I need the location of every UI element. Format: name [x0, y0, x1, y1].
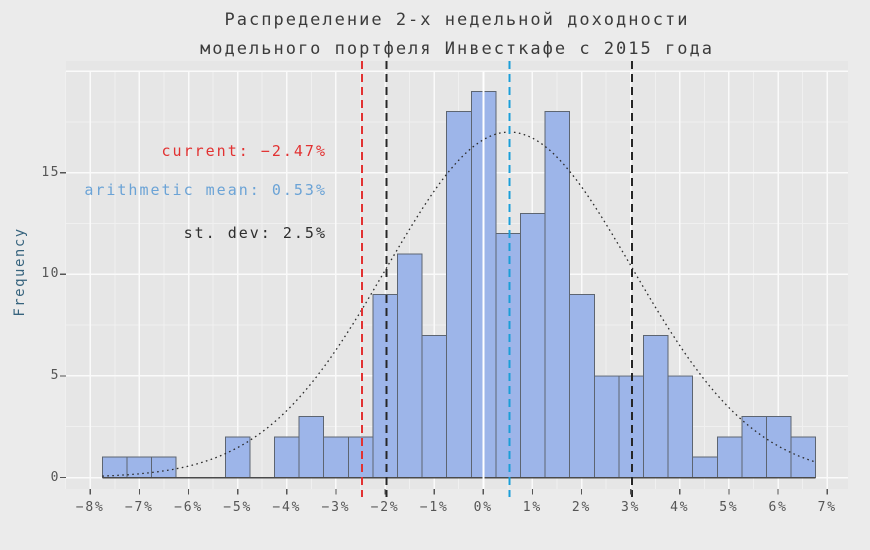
- histogram-bar: [692, 456, 718, 478]
- x-tick-label: −7%: [124, 500, 154, 515]
- histogram-bar: [126, 456, 152, 478]
- y-tick-label: 15: [41, 164, 60, 180]
- histogram-bar: [593, 375, 620, 478]
- histogram-bar: [150, 456, 177, 478]
- histogram-bar: [716, 436, 743, 478]
- annotation-arithmetic-mean: arithmetic mean: 0.53%: [84, 181, 327, 199]
- x-tick-label: 4%: [670, 500, 690, 515]
- histogram-bar: [323, 436, 349, 478]
- histogram-bar: [544, 111, 571, 479]
- x-tick-label: −6%: [174, 500, 203, 515]
- x-tick-label: −2%: [370, 500, 400, 515]
- histogram-bar: [765, 416, 792, 479]
- y-tick-label: 10: [41, 266, 60, 282]
- x-tick-label: −4%: [272, 500, 302, 515]
- histogram-bar: [421, 334, 448, 479]
- y-tick-label: 0: [50, 469, 60, 485]
- chart-title-line-1: Распределение 2-х недельной доходности: [224, 10, 690, 30]
- x-tick-label: 3%: [621, 500, 641, 515]
- histogram-bar: [519, 212, 546, 478]
- histogram-bar: [372, 294, 398, 478]
- x-tick-label: −5%: [223, 500, 253, 515]
- y-tick-label: 5: [50, 367, 60, 383]
- histogram-bar: [446, 111, 472, 479]
- x-tick-label: 0%: [473, 500, 493, 515]
- histogram-bar: [667, 375, 694, 478]
- histogram-bar: [396, 253, 423, 478]
- x-tick-label: 2%: [571, 500, 592, 515]
- x-tick-label: 7%: [817, 500, 837, 515]
- x-tick-label: 1%: [522, 500, 543, 515]
- histogram-bar: [642, 334, 669, 479]
- histogram-bar: [741, 416, 767, 479]
- histogram-bar: [347, 436, 374, 478]
- histogram-bar: [569, 294, 595, 478]
- histogram-bar: [298, 416, 325, 479]
- chart-title-line-2: модельного портфеля Инвесткафе с 2015 го…: [200, 39, 714, 59]
- histogram-bar: [224, 436, 251, 478]
- x-tick-label: 5%: [719, 500, 739, 515]
- normal-curve: [102, 131, 816, 477]
- x-tick-label: −8%: [75, 500, 105, 515]
- annotation-std-dev: st. dev: 2.5%: [183, 224, 327, 242]
- histogram-bar: [273, 436, 300, 478]
- x-tick-label: 6%: [768, 500, 788, 515]
- x-tick-label: −1%: [419, 500, 449, 515]
- x-tick-label: −3%: [321, 500, 351, 515]
- histogram-bar: [495, 233, 521, 478]
- annotation-current-value: current: −2.47%: [161, 142, 327, 160]
